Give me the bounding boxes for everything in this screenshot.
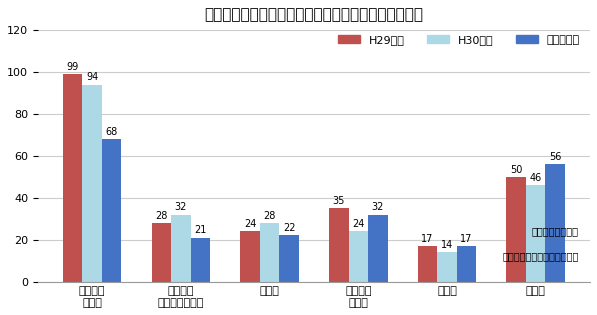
Bar: [190, 238, 210, 282]
Bar: [329, 208, 349, 282]
Text: 24: 24: [352, 219, 364, 229]
Text: 「過労死等の労災補償状況」: 「過労死等の労災補償状況」: [503, 251, 579, 261]
Bar: [506, 177, 526, 282]
Text: 22: 22: [283, 223, 296, 233]
Bar: [152, 223, 171, 282]
Text: 68: 68: [106, 127, 118, 137]
Text: 32: 32: [371, 203, 384, 212]
Text: 56: 56: [549, 152, 561, 162]
Text: 出典：厚生労働省: 出典：厚生労働省: [532, 226, 579, 236]
Text: 32: 32: [175, 203, 187, 212]
Bar: [82, 84, 102, 282]
Text: 28: 28: [155, 211, 168, 221]
Text: 24: 24: [244, 219, 256, 229]
Text: 50: 50: [510, 165, 522, 175]
Bar: [418, 246, 437, 282]
Text: 28: 28: [263, 211, 276, 221]
Legend: H29年度, H30年度, 令和元年度: H29年度, H30年度, 令和元年度: [333, 31, 584, 49]
Text: 35: 35: [333, 196, 345, 206]
Bar: [368, 215, 387, 282]
Bar: [437, 252, 457, 282]
Text: 99: 99: [66, 62, 79, 72]
Text: 17: 17: [421, 234, 433, 244]
Bar: [63, 74, 82, 282]
Bar: [102, 139, 121, 282]
Title: 業種別　脳・心臓疾患労災補償支給決定件数（全国）: 業種別 脳・心臓疾患労災補償支給決定件数（全国）: [204, 7, 423, 22]
Bar: [349, 231, 368, 282]
Bar: [457, 246, 476, 282]
Bar: [546, 164, 565, 282]
Text: 94: 94: [86, 72, 99, 83]
Bar: [171, 215, 190, 282]
Bar: [526, 185, 546, 282]
Bar: [241, 231, 260, 282]
Text: 46: 46: [530, 173, 542, 183]
Text: 17: 17: [460, 234, 473, 244]
Text: 21: 21: [194, 226, 207, 236]
Bar: [260, 223, 279, 282]
Text: 14: 14: [441, 240, 453, 250]
Bar: [279, 236, 299, 282]
